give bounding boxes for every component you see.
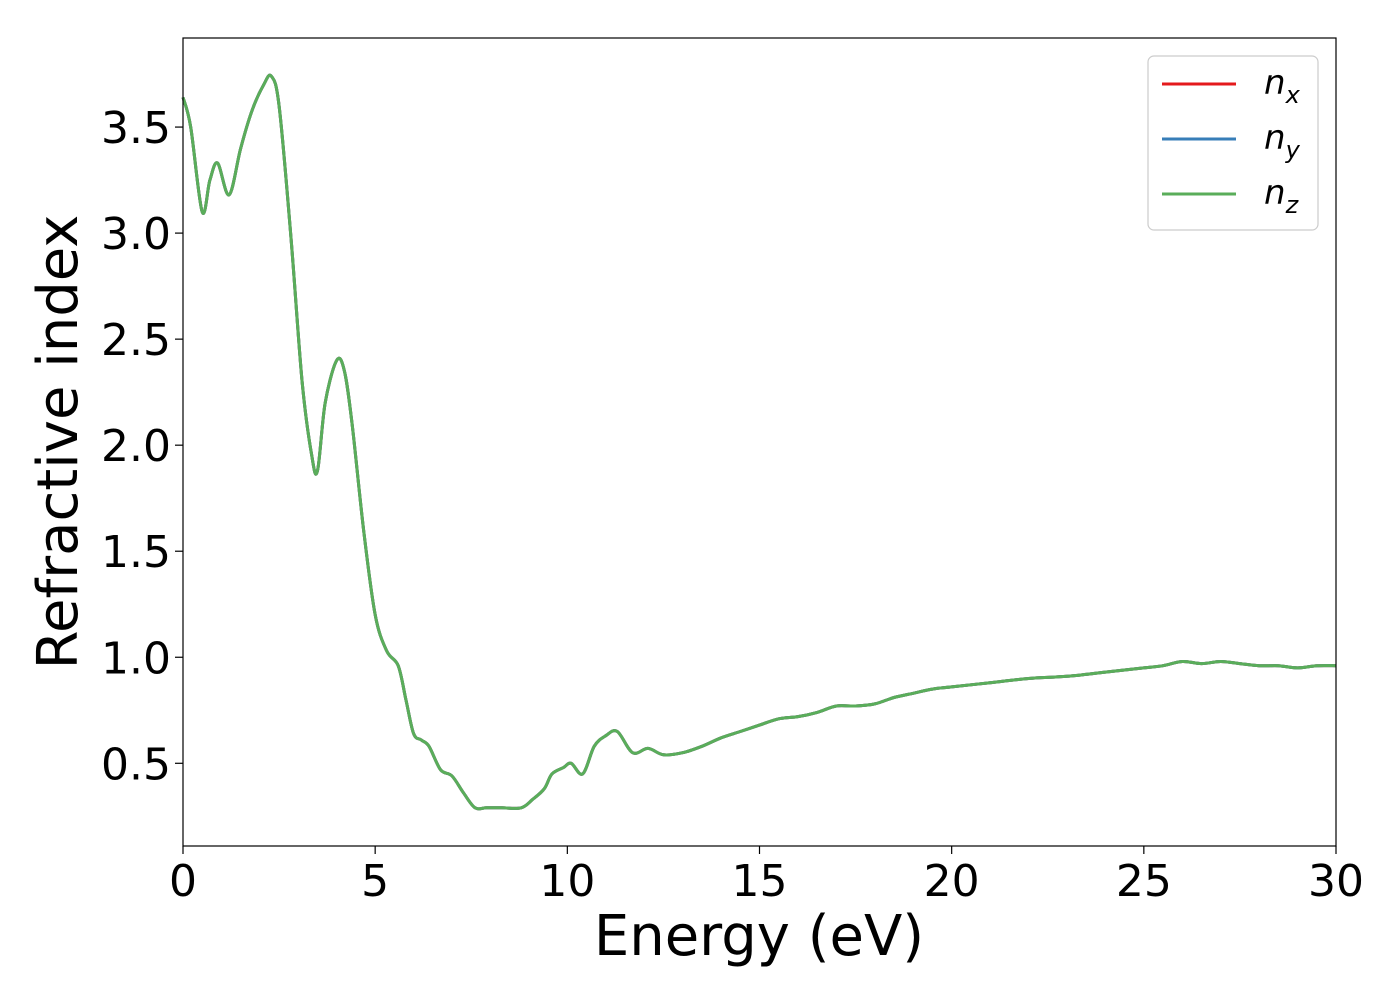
y-tick-label: 3.5 (101, 103, 171, 154)
legend-label-z: nz (1264, 173, 1300, 219)
x-axis-label: Energy (eV) (594, 904, 924, 969)
plot-lines (181, 73, 1337, 811)
y-tick-label: 2.0 (101, 421, 171, 472)
y-tick-label: 2.5 (101, 315, 171, 366)
x-tick-label: 10 (539, 856, 595, 907)
x-tick-label: 30 (1308, 856, 1364, 907)
legend-label-y: ny (1264, 118, 1301, 164)
y-axis-ticks: 0.5 1.0 1.5 2.0 2.5 3.0 3.5 (101, 103, 183, 790)
x-tick-label: 0 (169, 856, 197, 907)
series-line-z (181, 73, 1337, 811)
y-tick-label: 1.0 (101, 633, 171, 684)
x-tick-label: 20 (924, 856, 980, 907)
y-tick-label: 3.0 (101, 209, 171, 260)
x-tick-label: 15 (732, 856, 788, 907)
legend: nx ny nz (1147, 55, 1319, 231)
x-tick-label: 25 (1116, 856, 1172, 907)
legend-label-x: nx (1264, 63, 1301, 109)
legend-box (1147, 55, 1319, 231)
y-tick-label: 0.5 (101, 739, 171, 790)
x-axis-ticks: 0 5 10 15 20 25 30 (169, 846, 1364, 907)
x-tick-label: 5 (361, 856, 389, 907)
y-axis-label: Refractive index (26, 215, 91, 670)
y-tick-label: 1.5 (101, 527, 171, 578)
